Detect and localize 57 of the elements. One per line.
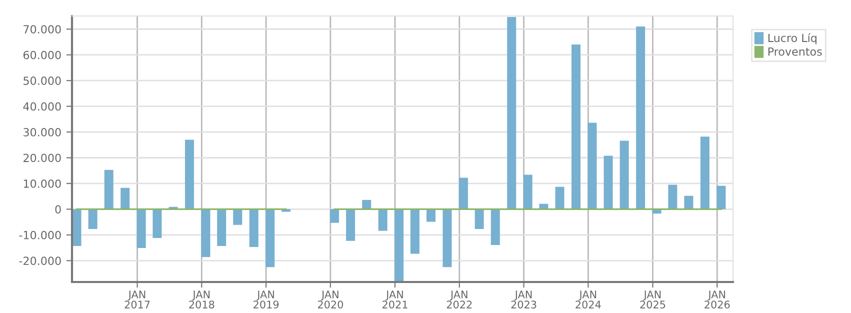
y-tick-label: 30.000 — [24, 128, 61, 136]
bar — [217, 209, 226, 246]
bar — [442, 209, 452, 268]
legend-label: Proventos — [768, 48, 822, 56]
bar — [136, 209, 146, 248]
x-tick-label: JAN 2024 — [576, 290, 601, 308]
y-tick-label: 70.000 — [24, 25, 61, 34]
bar — [474, 209, 484, 230]
bar — [362, 200, 372, 210]
y-tick-label: 40.000 — [23, 102, 61, 111]
x-tick-label: JAN 2023 — [511, 290, 536, 308]
bar — [233, 209, 242, 225]
bar — [88, 209, 98, 230]
legend-label: Lucro Líq — [768, 33, 816, 44]
bar — [104, 170, 114, 210]
y-tick-label: 10.000 — [24, 179, 61, 188]
bar — [330, 209, 339, 223]
bar — [394, 209, 404, 282]
x-tick-label: JAN 2020 — [318, 290, 343, 308]
bar — [201, 209, 210, 258]
bar — [700, 136, 710, 210]
bar — [249, 209, 258, 248]
bar — [458, 178, 468, 210]
bar — [716, 186, 726, 210]
x-tick-label: JAN 2025 — [640, 290, 666, 308]
x-tick-label: JAN 2026 — [704, 290, 730, 308]
bar — [588, 122, 597, 210]
x-tick-label: JAN 2021 — [382, 290, 408, 308]
bar — [152, 209, 162, 238]
bar — [684, 196, 694, 210]
bar — [604, 156, 613, 210]
bar — [426, 209, 436, 222]
y-tick-label: -20.000 — [19, 256, 61, 266]
bar — [120, 188, 130, 210]
y-tick-label: 50.000 — [24, 76, 61, 85]
x-tick-label: JAN 2017 — [124, 290, 150, 308]
x-tick-label: JAN 2018 — [189, 290, 214, 308]
bar — [346, 209, 356, 241]
bar — [72, 209, 82, 246]
y-tick-label: 20.000 — [24, 154, 61, 162]
bar — [668, 184, 678, 210]
bar — [490, 209, 500, 245]
x-tick-label: JAN 2019 — [254, 290, 279, 308]
y-tick-label: 60.000 — [23, 50, 61, 60]
bar — [410, 209, 420, 254]
bar — [184, 140, 194, 210]
bar — [378, 209, 388, 231]
y-tick-label: -10.000 — [19, 230, 61, 240]
bar — [523, 174, 532, 210]
x-tick-label: JAN 2022 — [446, 290, 472, 308]
y-tick-label: 0 — [55, 205, 61, 214]
bar — [266, 209, 275, 268]
bar — [572, 44, 580, 210]
bar — [555, 186, 564, 210]
bar — [620, 140, 629, 210]
bar — [507, 17, 516, 210]
bar — [636, 26, 646, 210]
